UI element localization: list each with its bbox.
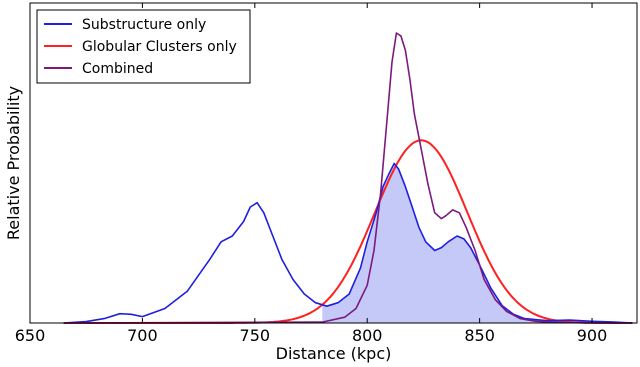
legend-label-combined: Combined	[82, 61, 153, 77]
substructure-shaded-area	[322, 163, 637, 323]
x-axis: 650 700 750 800 850 900	[15, 3, 608, 345]
x-tick-label-800: 800	[352, 326, 383, 345]
legend: Substructure only Globular Clusters only…	[36, 9, 251, 84]
legend-box	[36, 9, 251, 84]
plot-frame	[29, 2, 638, 324]
y-axis-label: Relative Probability	[4, 86, 23, 240]
substructure-line	[63, 162, 633, 324]
x-tick-label-850: 850	[464, 326, 495, 345]
legend-label-globular-clusters: Globular Clusters only	[82, 39, 237, 55]
x-tick-label-900: 900	[577, 326, 608, 345]
x-axis-label: Distance (kpc)	[276, 344, 392, 363]
x-tick-label-700: 700	[127, 326, 158, 345]
x-tick-label-750: 750	[240, 326, 271, 345]
combined-line	[63, 32, 633, 324]
x-tick-label-650: 650	[15, 326, 46, 345]
legend-label-substructure: Substructure only	[82, 17, 206, 33]
